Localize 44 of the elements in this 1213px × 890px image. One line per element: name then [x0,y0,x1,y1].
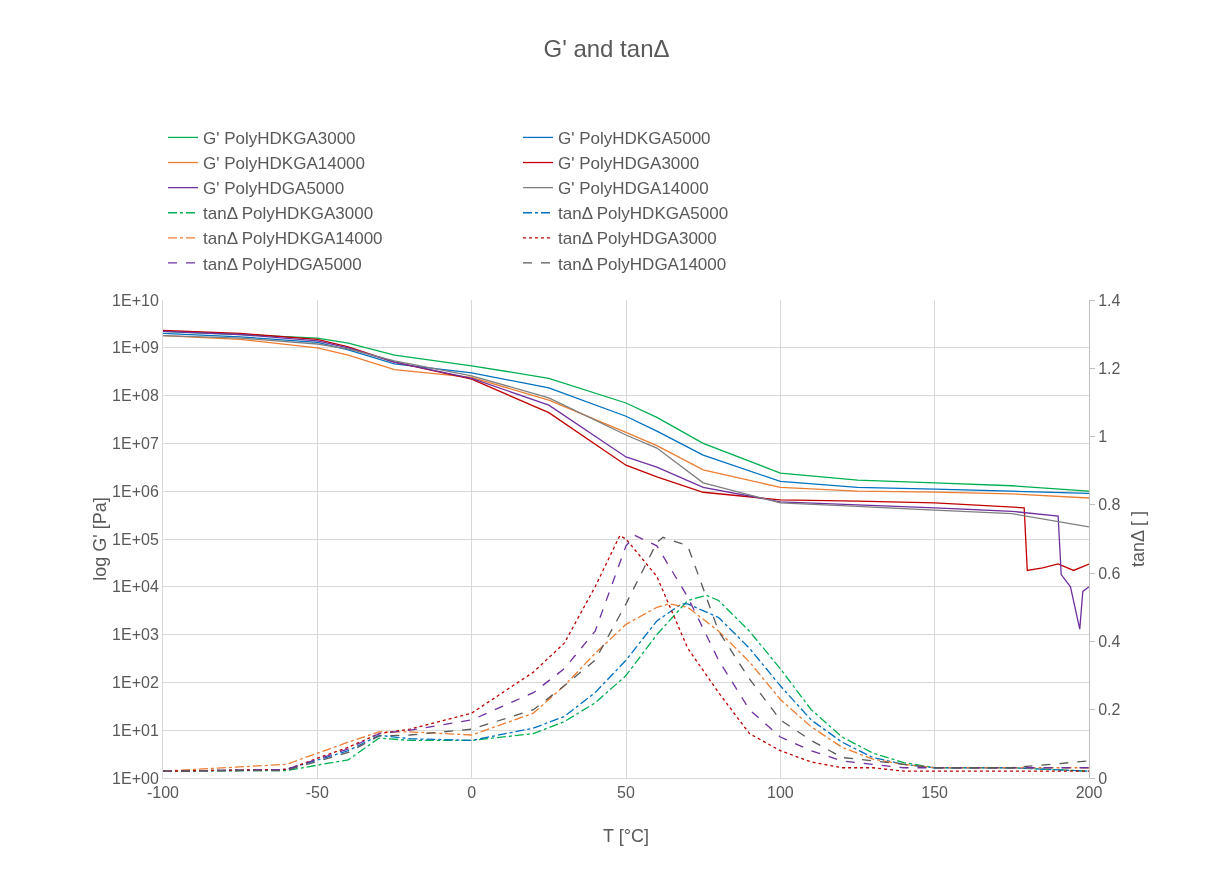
y-tick-label: 1E+03 [112,626,159,644]
x-tick-label: 150 [921,784,949,802]
y2-tick-label: 0.8 [1098,496,1121,514]
line-series [163,329,1089,572]
y2-tick-label: 1 [1098,428,1108,446]
y-tick-label: 1E+05 [112,530,159,548]
y-tick-label: 1E+07 [112,435,159,452]
y2-axis-title: tanΔ [ ] [1128,510,1148,568]
chart-title: G' and tanΔ [543,34,670,62]
y-tick-label: 1E+08 [112,387,159,405]
y2-tick-label: 0.4 [1098,633,1121,651]
y-tick-label: 1E+09 [112,339,159,357]
x-tick-label: -100 [146,784,180,802]
y-tick-label: 1E+10 [112,291,159,309]
legend-label: tanΔ PolyHDKGA14000 [203,229,383,249]
y2-tick-label: 1.2 [1098,359,1121,377]
y2-tick-label: 0.2 [1098,701,1121,719]
legend-label: G' PolyHDGA5000 [203,179,345,199]
y2-tick-label: 1.4 [1098,291,1121,309]
y2-tick-label: 0 [1098,769,1108,787]
x-tick-label: 50 [617,784,635,802]
legend-label: tanΔ PolyHDGA5000 [203,254,362,274]
x-axis-title: T [°C] [603,826,649,846]
y-tick-label: 1E+04 [112,578,159,596]
legend-label: G' PolyHDGA3000 [558,154,700,174]
y2-tick-label: 0.6 [1098,564,1121,582]
legend-label: tanΔ PolyHDGA3000 [558,229,717,249]
x-tick-label: 100 [766,784,794,802]
line-series [163,330,1089,630]
legend-label: tanΔ PolyHDKGA3000 [203,204,374,224]
y-axis-title: log G' [Pa] [90,497,111,581]
y-tick-label: 1E+00 [112,769,159,787]
x-tick-label: -50 [305,784,329,802]
x-tick-label: 200 [1075,784,1103,802]
legend-label: G' PolyHDGA14000 [558,179,709,199]
legend-label: tanΔ PolyHDKGA5000 [558,204,729,224]
y-tick-label: 1E+02 [112,674,159,691]
legend-label: G' PolyHDKGA5000 [558,129,711,149]
legend-label: G' PolyHDKGA3000 [203,129,356,149]
y-tick-label: 1E+06 [112,482,159,500]
y-tick-label: 1E+01 [112,721,159,739]
legend-label: G' PolyHDKGA14000 [203,154,365,174]
legend-label: tanΔ PolyHDGA14000 [558,254,727,274]
x-tick-label: 0 [467,784,477,802]
